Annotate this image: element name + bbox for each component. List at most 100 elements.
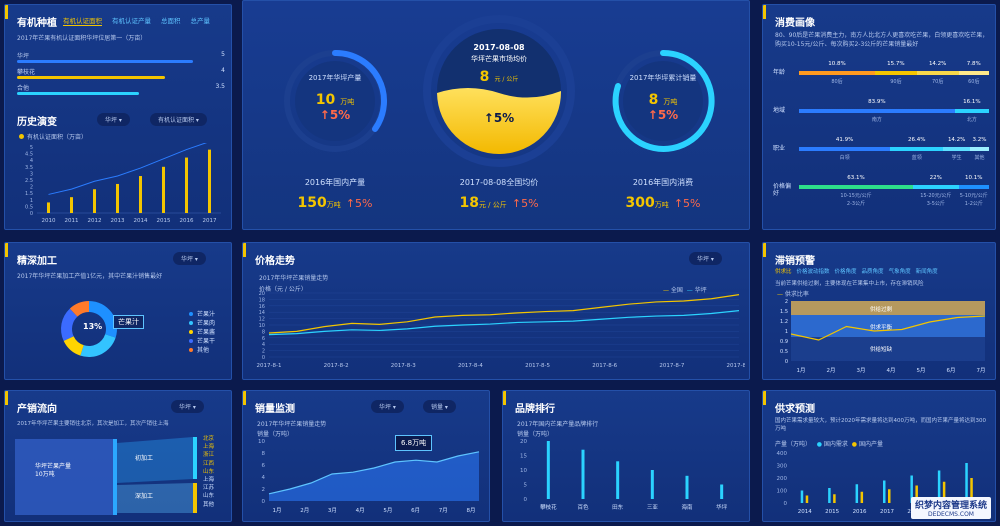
x-tick-label: 4月 xyxy=(356,507,365,514)
consumer-seg-label: 其他 xyxy=(974,155,985,161)
tab-total-yield[interactable]: 总产量 xyxy=(190,17,211,25)
flow-source-label: 华坪芒果产量 xyxy=(35,463,72,470)
y-tick-label: 3.5 xyxy=(25,165,33,171)
kpi-right: 2017年华坪累计销量 8 万吨 ↑5% xyxy=(623,73,703,122)
y-tick-label: 2 xyxy=(30,185,33,191)
demand-bar xyxy=(828,488,831,503)
x-tick-label: 2015 xyxy=(825,509,839,515)
consumer-bar-segment xyxy=(969,147,989,151)
bar-label: 合他 xyxy=(17,85,30,92)
tab-price-angle[interactable]: 价格角度 xyxy=(834,269,857,275)
y-tick-label: 400 xyxy=(777,451,788,457)
x-tick-label: 6月 xyxy=(947,367,956,374)
price-subtitle: 2017年华坪芒果销量走势 xyxy=(259,275,329,282)
flow-source-block xyxy=(15,439,113,515)
legend-label: 芒果酱 xyxy=(197,329,216,336)
unsold-desc: 当前芒果供给过剩，主要体现在芒果集中上市，存在滞销风险 xyxy=(775,281,924,287)
sales-subtitle: 2017年华坪芒果销量走势 xyxy=(257,421,327,428)
kpi-right-unit: 万吨 xyxy=(663,98,678,106)
flow-node xyxy=(193,437,197,479)
panel-accent xyxy=(5,5,8,19)
flow-target-label: 浙江 xyxy=(203,452,215,459)
tab-supply-ratio[interactable]: 供求比 xyxy=(775,269,792,275)
tab-organic-yield[interactable]: 有机认证产量 xyxy=(112,17,151,25)
kpi-right-value: 8 xyxy=(648,92,659,108)
x-tick-label: 2016 xyxy=(853,509,867,515)
y-tick-label: 4.5 xyxy=(25,152,33,158)
x-tick-label: 华坪 xyxy=(716,503,728,511)
brand-subtitle: 2017年国内芒果产量品牌排行 xyxy=(517,421,599,428)
kpi-bottom-3: 2016年国内消费 300万吨 ↑5% xyxy=(593,177,733,211)
bar-fill xyxy=(17,92,139,95)
kpi-b1-unit: 万吨 xyxy=(326,201,341,209)
x-tick-label: 2017-8-1 xyxy=(257,363,282,369)
production-bar xyxy=(888,489,891,503)
tab-weather-angle[interactable]: 气象角度 xyxy=(888,269,911,275)
consumer-seg-label: 北方 xyxy=(966,117,977,123)
consumer-pct: 63.1% xyxy=(847,175,865,181)
watermark: 织梦内容管理系统 DEDECMS.COM xyxy=(910,497,991,519)
flow-target-label: 上海 xyxy=(203,444,215,451)
processing-dropdown[interactable]: 华坪 ▾ xyxy=(173,252,206,265)
tab-quality-angle[interactable]: 品质角度 xyxy=(861,269,884,275)
y-tick-label: 0 xyxy=(262,499,266,505)
dropdown-value: 华坪 xyxy=(697,256,710,263)
consumer-seg-label: 80后 xyxy=(831,79,843,85)
brand-bar xyxy=(685,475,689,499)
bar-label: 华坪 xyxy=(17,53,30,60)
kpi-b2-label: 2017-08-08全国均价 xyxy=(459,178,539,187)
x-tick-label: 4月 xyxy=(887,367,896,374)
processing-legend: 芒果汁 芒果肉 芒果酱 芒果干 其他 xyxy=(189,309,215,354)
organic-bar-row: 攀枝花 4 xyxy=(17,67,225,83)
sales-panel: 销量监测 华坪 ▾ 销量 ▾ 2017年华坪芒果销量走势 销量（万吨） 10 8 6… xyxy=(242,390,490,522)
kpi-mid-change: ↑5% xyxy=(483,111,515,125)
flow-source-value: 10万吨 xyxy=(35,471,55,478)
consumer-title: 消费画像 xyxy=(775,18,815,29)
x-tick-label: 2013 xyxy=(111,218,125,224)
x-tick-label: 5月 xyxy=(383,507,392,514)
x-tick-label: 2017 xyxy=(203,218,217,224)
consumer-pct: 16.1% xyxy=(963,99,981,105)
y-tick-label: 15 xyxy=(520,454,527,460)
x-tick-label: 8月 xyxy=(467,507,476,514)
consumer-seg-label: 10-15元/公斤 xyxy=(840,193,872,199)
history-dropdown-metric[interactable]: 有机认证面积 ▾ xyxy=(150,113,207,126)
kpi-mid: 2017-08-08 华坪芒果市场均价 8 元 / 公斤 ↑5% xyxy=(449,43,549,125)
tab-news-angle[interactable]: 新闻角度 xyxy=(915,269,938,275)
brand-bar xyxy=(616,461,620,499)
x-tick-label: 7月 xyxy=(439,507,448,514)
consumer-seg-label-2: 2-3公斤 xyxy=(846,201,866,207)
brand-panel: 品牌排行 2017年国内芒果产量品牌排行 销量（万吨） 20 15 10 5 0 攀枝花 百… xyxy=(502,390,750,522)
flow-target-label: 山东 xyxy=(203,468,215,475)
consumer-bar-segment xyxy=(890,147,944,151)
consumer-row: 年龄 10.8% 80后 15.7% 90后 14.2% 70后 7.8% 60后 xyxy=(773,61,991,99)
huaping-price-line xyxy=(268,310,740,336)
tab-organic-area[interactable]: 有机认证面积 xyxy=(63,17,102,26)
history-dropdown-region[interactable]: 华坪 ▾ xyxy=(97,113,130,126)
legend-dot-icon xyxy=(189,348,193,352)
flow-node xyxy=(113,439,117,515)
kpi-b2-unit: 元 / 公斤 xyxy=(478,201,507,209)
legend-dot-icon xyxy=(189,339,193,343)
kpi-mid-label: 华坪芒果市场均价 xyxy=(471,55,527,63)
demand-bar xyxy=(800,490,804,503)
legend-label: 芒果干 xyxy=(197,338,216,345)
y-tick-label: 8 xyxy=(262,451,266,457)
sales-dropdown-region[interactable]: 华坪 ▾ xyxy=(371,400,404,413)
tab-price-index[interactable]: 价格波动指数 xyxy=(796,269,830,275)
supply-panel: 供求预测 国内芒果需求量较大，预计2020年需求量将达到400万吨，而国内芒果产… xyxy=(762,390,996,522)
legend-item: 芒果酱 xyxy=(189,327,215,336)
y-tick-label: 0.5 xyxy=(25,204,33,210)
price-dropdown[interactable]: 华坪 ▾ xyxy=(689,252,722,265)
panel-accent xyxy=(763,5,766,19)
y-tick-label: 1.5 xyxy=(25,191,33,197)
legend-label: 其他 xyxy=(197,347,210,354)
x-tick-label: 2015 xyxy=(157,218,171,224)
x-tick-label: 百色 xyxy=(577,503,589,511)
history-bar xyxy=(47,202,50,213)
tab-total-area[interactable]: 总面积 xyxy=(161,17,181,25)
flow-dropdown[interactable]: 华坪 ▾ xyxy=(171,400,204,413)
sales-dropdown-metric[interactable]: 销量 ▾ xyxy=(423,400,456,413)
x-tick-label: 三亚 xyxy=(647,504,659,511)
